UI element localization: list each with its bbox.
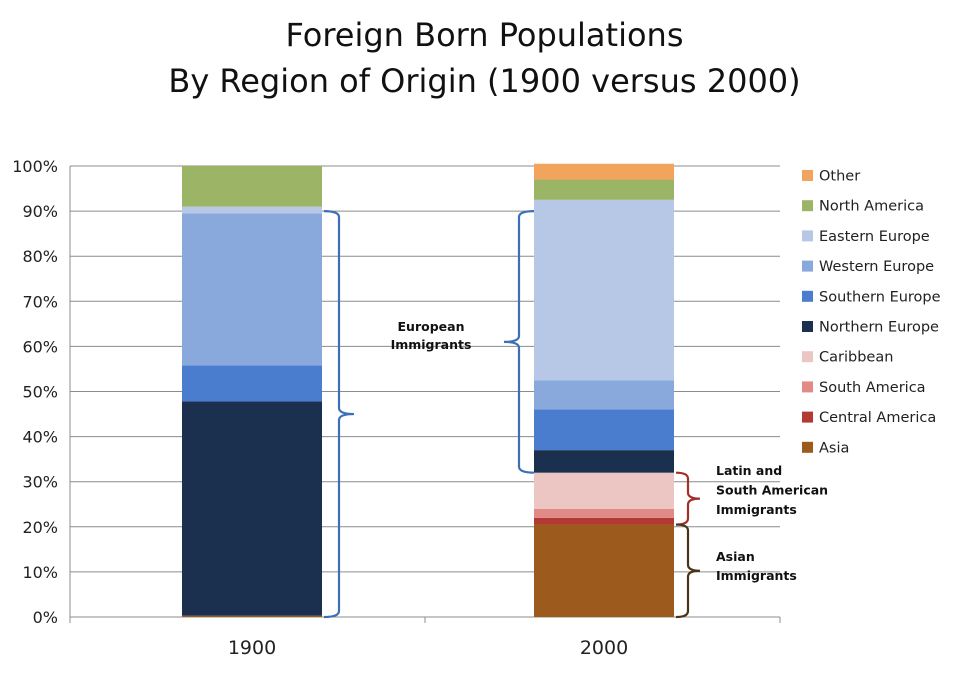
y-tick-label-1: 10% [22, 563, 58, 582]
bar-1900-asia [182, 615, 322, 617]
legend-label-central-america: Central America [819, 410, 936, 426]
brace-european-2000 [503, 210, 535, 474]
x-tick-label-1900: 1900 [228, 637, 276, 659]
legend-swatch-south-america [802, 381, 813, 393]
annotation-latin-line-2: Immigrants [716, 502, 797, 517]
legend-label-asia: Asia [819, 440, 849, 456]
y-tick-label-7: 70% [22, 292, 58, 311]
bar-1900-north-america [182, 166, 322, 207]
bar-2000-caribbean [534, 472, 674, 509]
brace-latin-2000 [675, 471, 701, 526]
annotation-latin-line-1: South American [716, 483, 828, 498]
brace-european-1900 [323, 210, 355, 619]
legend-label-northern-europe: Northern Europe [819, 320, 939, 336]
annotation-european-line-1: Immigrants [391, 337, 472, 352]
legend-swatch-asia [802, 441, 813, 453]
bar-2000-northern-europe [534, 450, 674, 473]
y-tick-label-8: 80% [22, 247, 58, 266]
annotation-asian-line-1: Immigrants [716, 568, 797, 583]
bar-2000-asia [534, 524, 674, 617]
bar-1900-eastern-europe [182, 206, 322, 214]
bar-1900-western-europe [182, 213, 322, 366]
bar-1900-northern-europe [182, 401, 322, 616]
legend-label-south-america: South America [819, 380, 926, 396]
legend-swatch-northern-europe [802, 321, 813, 332]
x-tick-label-2000: 2000 [580, 637, 628, 659]
y-tick-label-6: 60% [22, 337, 58, 356]
legend-label-eastern-europe: Eastern Europe [819, 229, 930, 245]
bar-2000-eastern-europe [534, 199, 674, 381]
chart-title-line-2: By Region of Origin (1900 versus 2000) [168, 62, 801, 100]
legend-swatch-central-america [802, 411, 813, 423]
legend-swatch-eastern-europe [802, 230, 813, 242]
y-tick-label-5: 50% [22, 383, 58, 402]
legend-label-north-america: North America [819, 199, 924, 215]
y-tick-label-2: 20% [22, 518, 58, 537]
y-tick-label-0: 0% [33, 608, 58, 627]
chart-title-line-1: Foreign Born Populations [285, 16, 684, 54]
bar-2000-western-europe [534, 380, 674, 410]
annotation-european-line-0: European [398, 319, 465, 334]
legend-swatch-other [802, 170, 813, 181]
bar-1900-southern-europe [182, 365, 322, 402]
y-tick-label-4: 40% [22, 428, 58, 447]
bar-2000-southern-europe [534, 409, 674, 451]
legend-label-caribbean: Caribbean [819, 350, 893, 366]
legend-swatch-southern-europe [802, 290, 813, 302]
y-tick-label-3: 30% [22, 473, 58, 492]
bar-2000-other [534, 163, 674, 180]
bar-2000-central-america [534, 517, 674, 525]
legend-label-southern-europe: Southern Europe [819, 289, 941, 305]
bar-2000-south-america [534, 508, 674, 518]
legend-label-western-europe: Western Europe [819, 259, 934, 275]
brace-asian-2000 [675, 523, 701, 619]
bar-2000-north-america [534, 179, 674, 200]
y-tick-label-9: 90% [22, 202, 58, 221]
annotation-latin-line-0: Latin and [716, 463, 782, 478]
legend-swatch-caribbean [802, 351, 813, 363]
y-tick-label-10: 100% [12, 157, 58, 176]
annotation-asian-line-0: Asian [716, 549, 755, 564]
legend-label-other: Other [819, 169, 860, 185]
legend-swatch-western-europe [802, 260, 813, 272]
legend-swatch-north-america [802, 200, 813, 212]
